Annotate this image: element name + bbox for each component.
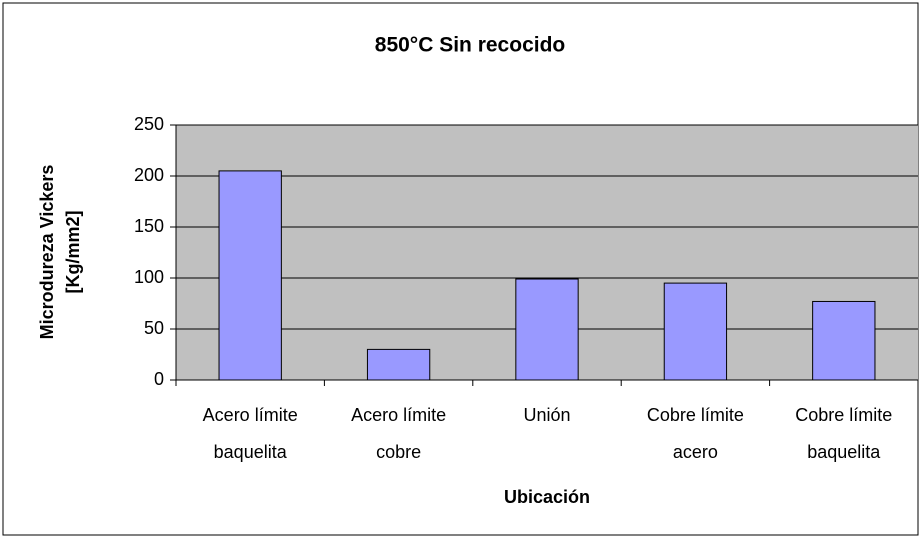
x-tick-label-line: acero [673,442,718,462]
bar [366,348,431,381]
x-tick-label-line: Acero límite [203,405,298,425]
bar [663,282,728,381]
bar [515,278,579,381]
chart-title: 850°C Sin recocido [375,34,565,57]
y-tick-label: 200 [134,165,164,185]
x-tick-label-line: Cobre límite [795,405,892,425]
bar [218,170,282,381]
x-tick-label: Cobre límite baquelita [795,405,892,462]
y-tick-label: 50 [144,318,164,338]
y-axis-label: [Kg/mm2] [63,210,83,293]
x-tick-label-line: baquelita [807,442,881,462]
x-tick-label-line: Cobre límite [647,405,744,425]
x-tick-label-line: baquelita [214,442,288,462]
x-tick-label: Acero límite cobre [351,405,446,462]
x-tick-label: Unión [523,405,570,425]
y-tick-label: 0 [154,369,164,389]
y-tick-label: 150 [134,216,164,236]
x-tick-label: Acero límite baquelita [203,405,298,462]
bar [812,300,876,381]
y-tick-label: 100 [134,267,164,287]
y-tick-label: 250 [134,114,164,134]
x-tick-label-line: Acero límite [351,405,446,425]
y-axis-label: Microdureza Vickers [37,165,57,340]
x-tick-label: Cobre límite acero [647,405,744,462]
x-tick-label-line: cobre [376,442,421,462]
x-axis-label: Ubicación [504,487,590,507]
